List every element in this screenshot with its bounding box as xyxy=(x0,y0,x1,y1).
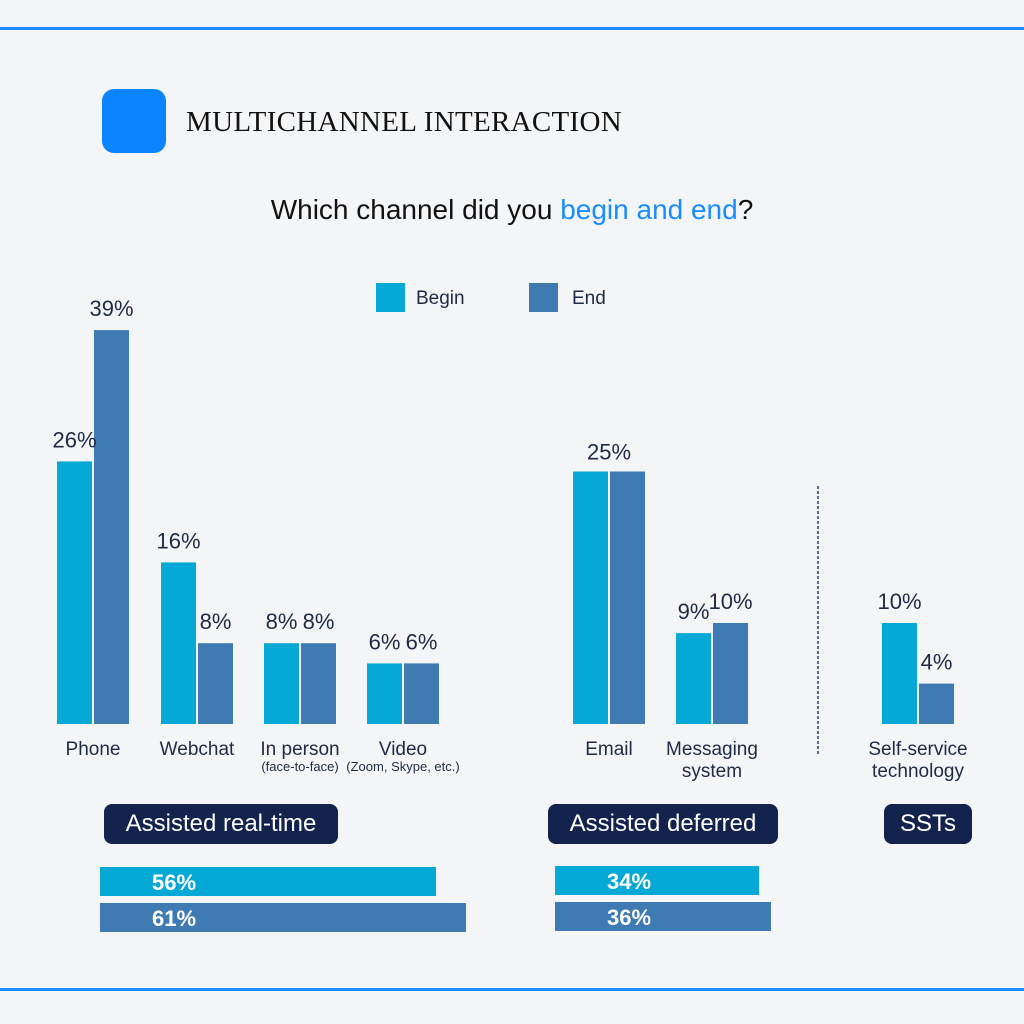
category-sublabel-in-person: (face-to-face) xyxy=(261,759,338,774)
value-label-begin-in-person: 8% xyxy=(266,609,298,634)
value-label-begin-webchat: 16% xyxy=(156,528,200,553)
category-label-webchat: Webchat xyxy=(160,739,235,760)
total-bar-begin-assisted-deferred xyxy=(555,866,759,895)
legend-label-begin: Begin xyxy=(416,288,465,309)
bar-begin-in-person xyxy=(264,643,299,724)
category-label-video: Video xyxy=(379,739,427,760)
bar-end-webchat xyxy=(198,643,233,724)
top-rule xyxy=(0,27,1024,30)
question-text-start: Which channel did you xyxy=(270,194,561,225)
group-pill-ssts: SSTs xyxy=(884,804,972,844)
total-label-begin-assisted-deferred: 34% xyxy=(607,869,651,894)
bar-begin-webchat xyxy=(161,562,196,724)
category-sublabel-video: (Zoom, Skype, etc.) xyxy=(346,759,459,774)
bar-end-messaging xyxy=(713,623,748,724)
bar-begin-messaging xyxy=(676,633,711,724)
bar-end-video xyxy=(404,663,439,724)
total-bar-end-assisted-real-time xyxy=(100,903,466,932)
value-label-begin-messaging: 9% xyxy=(678,599,710,624)
value-label-end-self-service: 4% xyxy=(921,650,953,675)
question-text-end: ? xyxy=(737,194,754,225)
total-label-begin-assisted-real-time: 56% xyxy=(152,870,196,895)
category-label-messaging: Messaging xyxy=(666,739,758,760)
category-sublabel-messaging: system xyxy=(682,761,742,782)
bar-begin-email xyxy=(573,471,608,724)
category-sublabel-self-service: technology xyxy=(872,761,964,782)
value-label-end-in-person: 8% xyxy=(303,609,335,634)
category-label-phone: Phone xyxy=(66,739,121,760)
bar-end-self-service xyxy=(919,683,954,724)
page-title: MULTICHANNEL INTERACTION xyxy=(186,106,622,138)
value-label-email: 25% xyxy=(587,440,631,465)
legend-label-end: End xyxy=(572,288,606,309)
value-label-begin-phone: 26% xyxy=(52,427,96,452)
category-label-email: Email xyxy=(585,739,633,760)
bar-begin-video xyxy=(367,663,402,724)
bar-begin-self-service xyxy=(882,623,917,724)
bottom-rule xyxy=(0,988,1024,991)
chart-question: Which channel did you begin and end? xyxy=(0,194,1024,226)
value-label-end-video: 6% xyxy=(406,629,438,654)
value-label-end-webchat: 8% xyxy=(200,609,232,634)
value-label-end-messaging: 10% xyxy=(708,589,752,614)
category-label-in-person: In person xyxy=(260,739,339,760)
legend-swatch-begin xyxy=(376,283,405,312)
logo-square-icon xyxy=(102,89,166,153)
group-pill-assisted-real-time: Assisted real-time xyxy=(104,804,338,844)
total-bar-end-assisted-deferred xyxy=(555,902,771,931)
bar-end-phone xyxy=(94,330,129,724)
value-label-begin-self-service: 10% xyxy=(877,589,921,614)
value-label-begin-video: 6% xyxy=(369,629,401,654)
bar-begin-phone xyxy=(57,461,92,724)
bar-end-in-person xyxy=(301,643,336,724)
total-label-end-assisted-real-time: 61% xyxy=(152,906,196,931)
group-pill-assisted-deferred: Assisted deferred xyxy=(548,804,778,844)
legend-swatch-end xyxy=(529,283,558,312)
category-label-self-service: Self-service xyxy=(868,739,967,760)
bar-end-email xyxy=(610,471,645,724)
total-label-end-assisted-deferred: 36% xyxy=(607,905,651,930)
value-label-end-phone: 39% xyxy=(89,296,133,321)
question-highlight: begin and end xyxy=(560,194,738,225)
total-bar-begin-assisted-real-time xyxy=(100,867,436,896)
